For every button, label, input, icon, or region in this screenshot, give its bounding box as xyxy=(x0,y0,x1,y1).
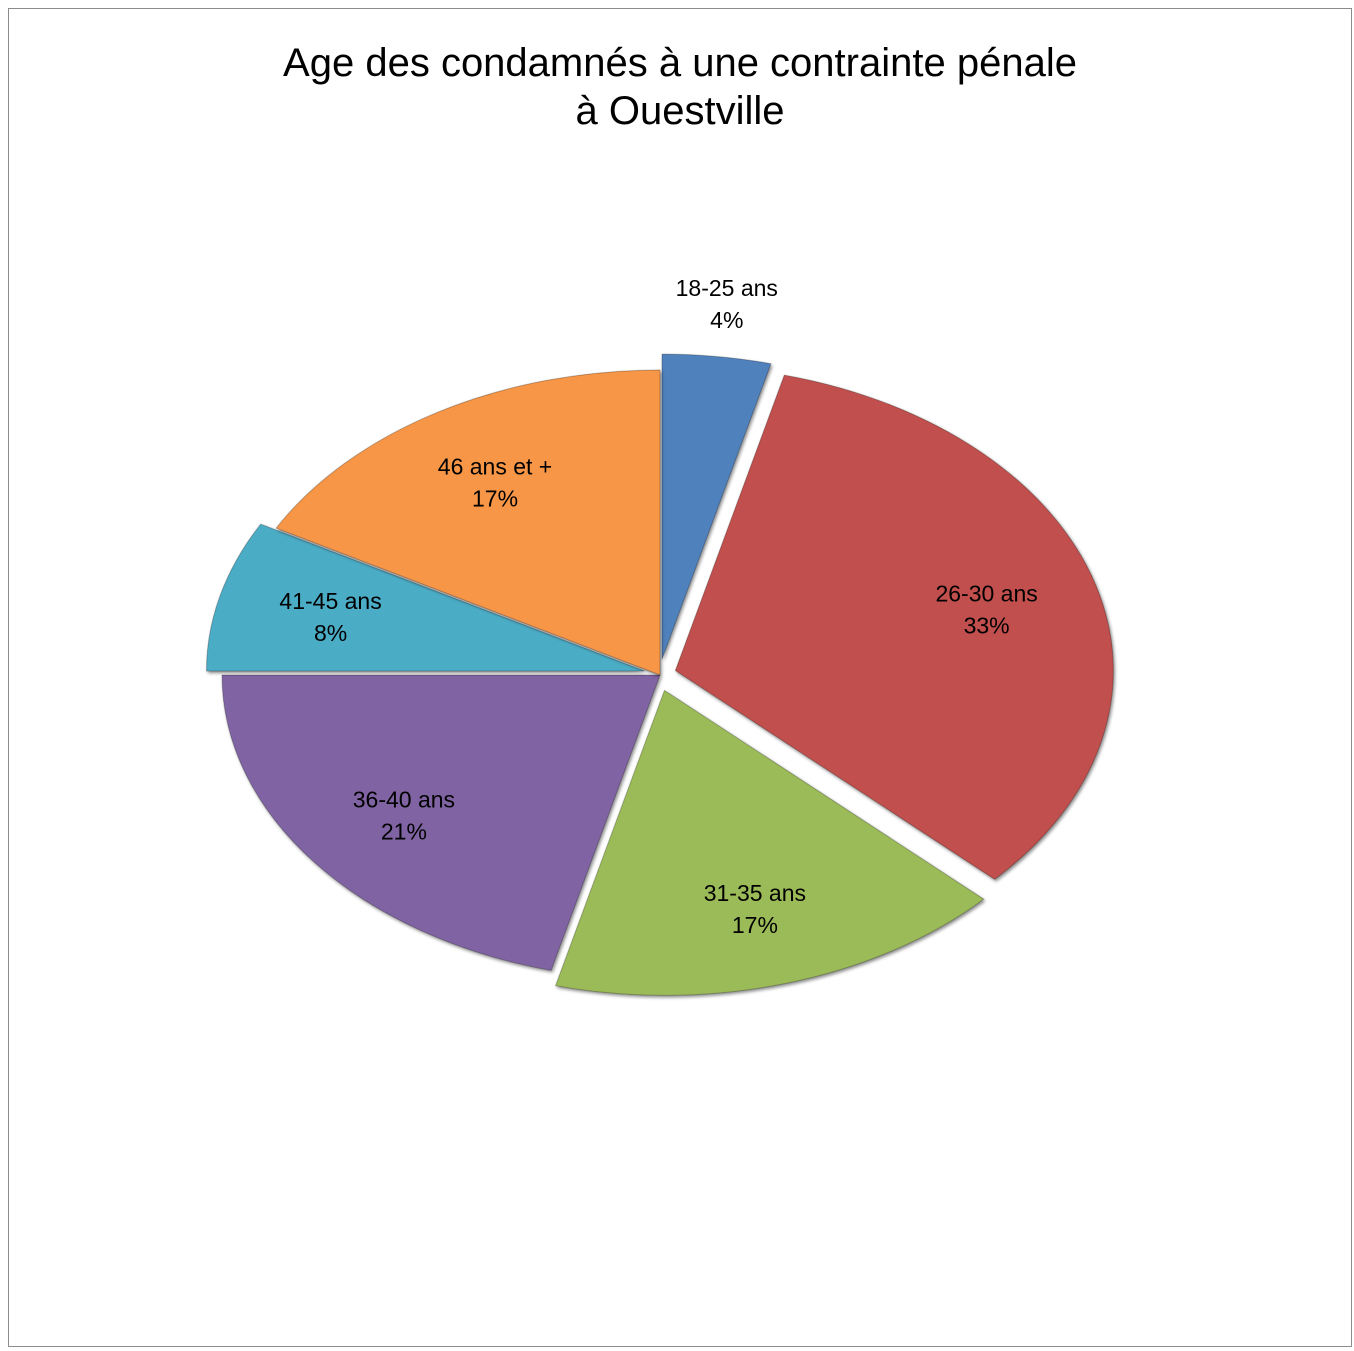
slice-label: 36-40 ans 21% xyxy=(353,786,455,844)
pie-labels: 18-25 ans 4% 26-30 ans 33% 31-35 ans 17% 36-40… xyxy=(279,275,1037,938)
slice-value-label: 21% xyxy=(381,818,427,844)
slice-category-label: 41-45 ans xyxy=(279,588,381,614)
slice-label: 46 ans et + 17% xyxy=(438,454,552,512)
slice-category-label: 36-40 ans xyxy=(353,786,455,812)
pie-slice-26-30-ans xyxy=(674,374,1114,880)
pie-slice-46-ans-et xyxy=(275,369,661,676)
slice-category-label: 18-25 ans xyxy=(676,275,778,301)
slice-value-label: 8% xyxy=(314,620,347,646)
slice-value-label: 17% xyxy=(472,486,518,512)
pie-slice-36-40-ans xyxy=(221,674,661,971)
slice-label: 31-35 ans 17% xyxy=(704,880,806,938)
chart-title: Age des condamnés à une contrainte pénal… xyxy=(283,41,1077,133)
slice-category-label: 46 ans et + xyxy=(438,454,552,480)
pie-slice-18-25-ans xyxy=(661,353,772,660)
slice-value-label: 33% xyxy=(964,613,1010,639)
slice-label: 18-25 ans 4% xyxy=(676,275,778,333)
slice-category-label: 31-35 ans xyxy=(704,880,806,906)
slice-value-label: 17% xyxy=(732,912,778,938)
pie-slices xyxy=(206,353,1114,996)
slice-category-label: 26-30 ans xyxy=(935,581,1037,607)
pie-slice-41-45-ans xyxy=(206,523,645,672)
slice-value-label: 4% xyxy=(710,307,743,333)
slice-label: 41-45 ans 8% xyxy=(279,588,381,646)
pie-slice-31-35-ans xyxy=(554,689,985,996)
slice-label: 26-30 ans 33% xyxy=(935,581,1037,639)
